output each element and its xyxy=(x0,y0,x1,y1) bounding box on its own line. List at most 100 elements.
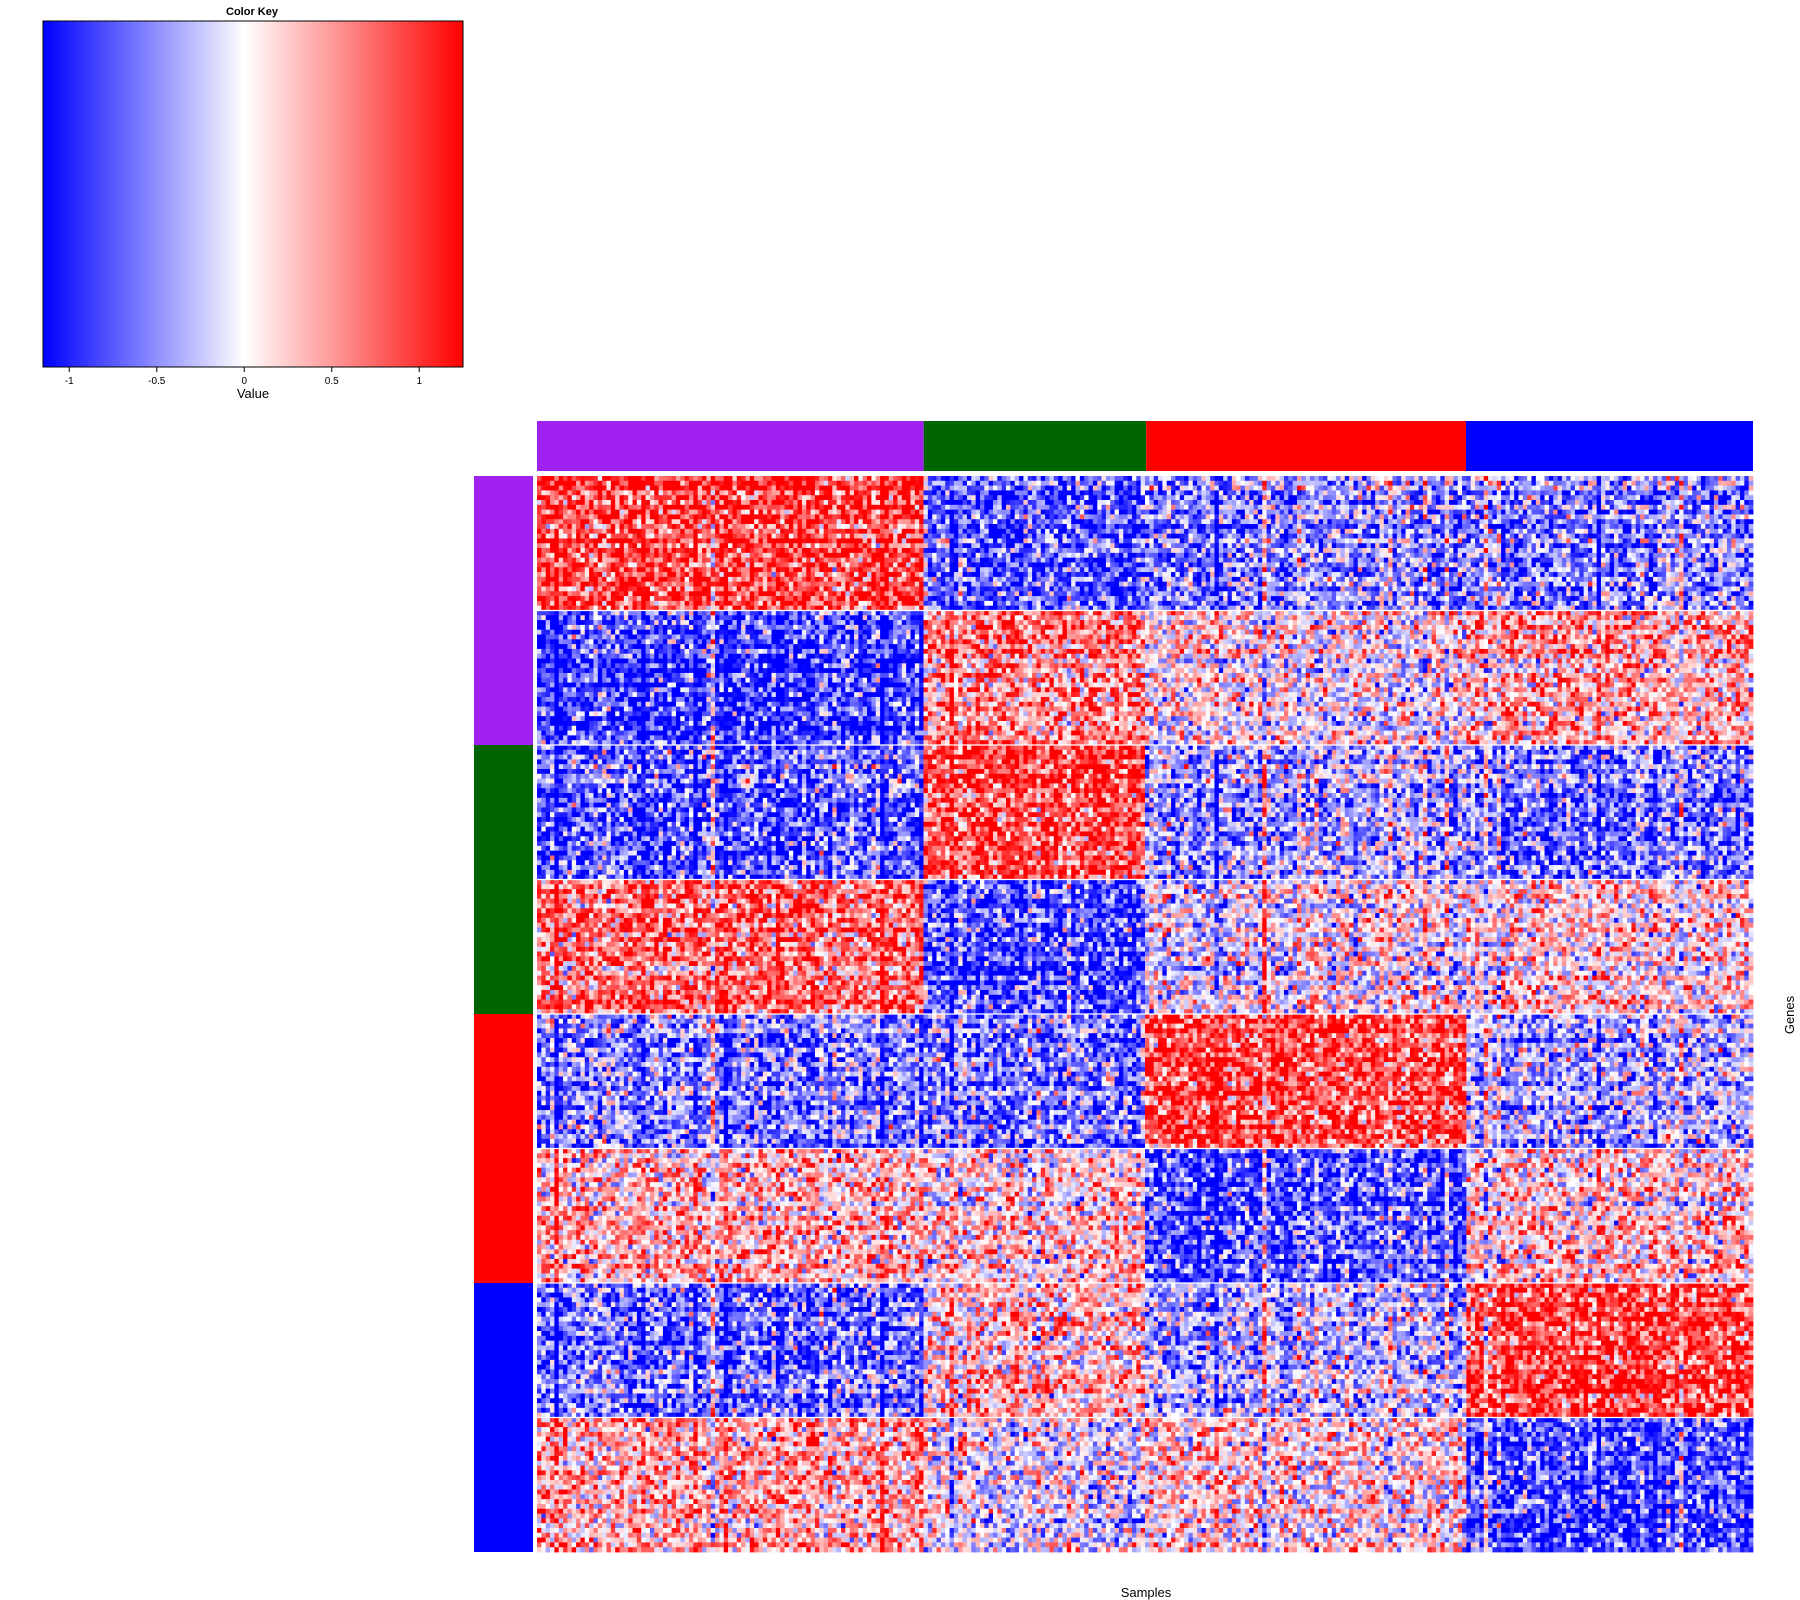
heatmap-cell xyxy=(845,490,850,495)
heatmap-cell xyxy=(1084,505,1089,510)
heatmap-cell xyxy=(1540,476,1545,481)
color-key-xlabel: Value xyxy=(237,386,269,401)
heatmap-cell xyxy=(1679,514,1684,519)
heatmap-cell xyxy=(1167,558,1172,563)
heatmap-cell xyxy=(1054,519,1059,524)
heatmap-cell xyxy=(1049,543,1054,548)
heatmap-cell xyxy=(941,505,946,510)
heatmap-cell xyxy=(1310,476,1315,481)
heatmap-cell xyxy=(1649,490,1654,495)
heatmap-cell xyxy=(1362,543,1367,548)
heatmap-cell xyxy=(984,476,989,481)
heatmap-cell xyxy=(1475,529,1480,534)
heatmap-cell xyxy=(1084,486,1089,491)
heatmap-cell xyxy=(1327,476,1332,481)
heatmap-cell xyxy=(1319,476,1324,481)
heatmap-cell xyxy=(1297,510,1302,515)
heatmap-cell xyxy=(1436,486,1441,491)
heatmap-cell xyxy=(1740,500,1745,505)
heatmap-cell xyxy=(1362,486,1367,491)
heatmap-cell xyxy=(1462,514,1467,519)
heatmap-cell xyxy=(1579,543,1584,548)
heatmap-cell xyxy=(541,538,546,543)
heatmap-cell xyxy=(1558,529,1563,534)
heatmap-cell xyxy=(1201,524,1206,529)
heatmap-cell xyxy=(1536,476,1541,481)
heatmap-cell xyxy=(1675,529,1680,534)
heatmap-cell xyxy=(745,514,750,519)
heatmap-cell xyxy=(1458,514,1463,519)
heatmap-cell xyxy=(741,524,746,529)
heatmap-cell xyxy=(845,524,850,529)
heatmap-cell xyxy=(1158,505,1163,510)
heatmap-cell xyxy=(871,476,876,481)
heatmap-cell xyxy=(1380,548,1385,553)
heatmap-cell xyxy=(1388,495,1393,500)
heatmap-cell xyxy=(1393,548,1398,553)
heatmap-cell xyxy=(1032,505,1037,510)
heatmap-cell xyxy=(1158,538,1163,543)
heatmap-cell xyxy=(1492,553,1497,558)
heatmap-cell xyxy=(1440,495,1445,500)
heatmap-cell xyxy=(754,534,759,539)
heatmap-cell xyxy=(1553,524,1558,529)
heatmap-cell xyxy=(1492,543,1497,548)
heatmap-cell xyxy=(1592,524,1597,529)
heatmap-cell xyxy=(1149,553,1154,558)
heatmap-cell xyxy=(1154,476,1159,481)
heatmap-cell xyxy=(832,490,837,495)
heatmap-cell xyxy=(1380,553,1385,558)
heatmap-cell xyxy=(576,548,581,553)
heatmap-cell xyxy=(667,538,672,543)
heatmap-cell xyxy=(1223,505,1228,510)
heatmap-cell xyxy=(871,490,876,495)
heatmap-cell xyxy=(1397,558,1402,563)
heatmap-cell xyxy=(728,500,733,505)
heatmap-cell xyxy=(1366,553,1371,558)
heatmap-cell xyxy=(706,510,711,515)
heatmap-cell xyxy=(1275,495,1280,500)
heatmap-cell xyxy=(1462,548,1467,553)
heatmap-cell xyxy=(1280,514,1285,519)
heatmap-cell xyxy=(937,510,942,515)
heatmap-cell xyxy=(758,558,763,563)
heatmap-cell xyxy=(1597,534,1602,539)
heatmap-cell xyxy=(1575,548,1580,553)
heatmap-cell xyxy=(1423,495,1428,500)
heatmap-cell xyxy=(1579,500,1584,505)
heatmap-cell xyxy=(754,495,759,500)
heatmap-cell xyxy=(1023,534,1028,539)
heatmap-cell xyxy=(924,543,929,548)
heatmap-cell xyxy=(567,500,572,505)
heatmap-cell xyxy=(785,505,790,510)
heatmap-cell xyxy=(1062,534,1067,539)
heatmap-cell xyxy=(680,505,685,510)
heatmap-cell xyxy=(915,490,920,495)
heatmap-cell xyxy=(776,505,781,510)
heatmap-cell xyxy=(1692,476,1697,481)
heatmap-cell xyxy=(1505,534,1510,539)
heatmap-cell xyxy=(1228,495,1233,500)
heatmap-cell xyxy=(837,538,842,543)
heatmap-cell xyxy=(884,529,889,534)
heatmap-cell xyxy=(1518,510,1523,515)
heatmap-cell xyxy=(711,510,716,515)
heatmap-cell xyxy=(1319,490,1324,495)
heatmap-cell xyxy=(1028,553,1033,558)
heatmap-cell xyxy=(876,558,881,563)
heatmap-cell xyxy=(1623,519,1628,524)
heatmap-cell xyxy=(1545,490,1550,495)
heatmap-cell xyxy=(1388,538,1393,543)
heatmap-cell xyxy=(1284,500,1289,505)
heatmap-cell xyxy=(1670,529,1675,534)
heatmap-cell xyxy=(924,548,929,553)
heatmap-cell xyxy=(1497,543,1502,548)
heatmap-cell xyxy=(1731,553,1736,558)
heatmap-cell xyxy=(563,476,568,481)
heatmap-cell xyxy=(620,481,625,486)
heatmap-cell xyxy=(1471,538,1476,543)
heatmap-cell xyxy=(897,553,902,558)
heatmap-cell xyxy=(593,514,598,519)
heatmap-cell xyxy=(1458,505,1463,510)
heatmap-cell xyxy=(1501,529,1506,534)
